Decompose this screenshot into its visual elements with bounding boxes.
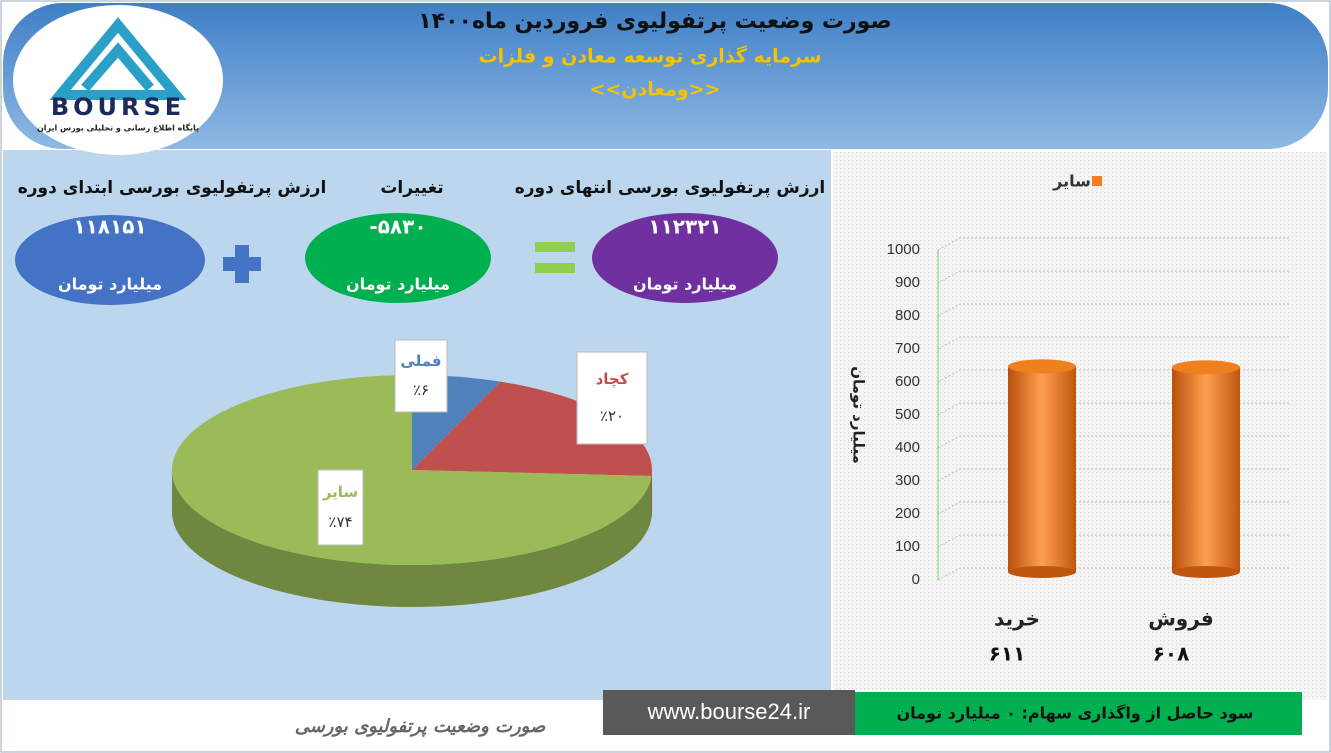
bar-bottom [1008, 566, 1076, 578]
bar [1008, 366, 1076, 572]
pie-label-box [394, 339, 448, 413]
y-tick-label: 1000 [887, 241, 920, 258]
pie-label-box [317, 469, 364, 546]
summary-label: ارزش پرتفولیوی بورسی انتهای دوره [515, 178, 826, 198]
logo-name: BOURSE [51, 93, 185, 121]
legend-swatch [1092, 176, 1102, 186]
summary-value: ۱۱۲۳۲۱ [648, 215, 721, 239]
summary-value: -۵۸۳۰ [369, 215, 426, 239]
title: صورت وضعیت پرتفولیوی فروردین ماه۱۴۰۰ [418, 9, 891, 34]
subtitle: سرمایه گذاری توسعه معادن و فلزات [478, 45, 821, 68]
logo-mark [49, 17, 187, 100]
pie-slice [172, 375, 652, 566]
logo-tagline: پایگاه اطلاع رسانی و تحلیلی بورس ایران [37, 123, 199, 134]
y-tick-label: 500 [895, 406, 920, 423]
plus-sign [223, 245, 261, 283]
y-tick-label: 100 [895, 538, 920, 555]
y-axis-label: میلیارد تومان [850, 366, 868, 464]
summary-unit: میلیارد تومان [633, 275, 737, 294]
bar-value-label: ۶۰۸ [1153, 642, 1190, 666]
summary-label: ارزش پرتفولیوی بورسی ابتدای دوره [18, 178, 327, 198]
y-tick-label: 700 [895, 340, 920, 357]
pie-value-label: ٪۷۴ [328, 513, 352, 531]
pie-label: فملی [400, 352, 441, 370]
summary-unit: میلیارد تومان [58, 275, 162, 294]
right-panel [833, 152, 1327, 700]
pie-label-box [576, 351, 648, 445]
summary-value: ۱۱۸۱۵۱ [73, 215, 146, 239]
summary-bubble [15, 215, 205, 305]
caption: صورت وضعیت پرتفولیوی بورسی [295, 716, 546, 737]
profit: سود حاصل از واگذاری سهام: ۰ میلیارد توما… [896, 704, 1253, 723]
x-tick-label: فروش [1148, 607, 1214, 631]
y-tick-label: 800 [895, 307, 920, 324]
y-tick-label: 300 [895, 472, 920, 489]
bar-top [1172, 360, 1240, 375]
legend-label: سایر [1052, 172, 1091, 191]
summary-label: تغییرات [380, 178, 443, 198]
charts: فملی ٪۶ کچاد ٪۲۰ سایر ٪۷۴ 0 100 200 300 400 500 600 7… [172, 172, 1290, 666]
y-tick-label: 900 [895, 274, 920, 291]
grid-line [937, 336, 1290, 350]
bar-value-label: ۶۱۱ [989, 642, 1026, 666]
summary-bubble [592, 213, 778, 303]
grid-line [937, 237, 1290, 251]
pie-label: کچاد [596, 370, 629, 389]
pie-slice [412, 381, 652, 476]
profit-box [855, 692, 1302, 735]
y-tick-label: 200 [895, 505, 920, 522]
y-tick-label: 0 [912, 571, 920, 588]
pie-label: سایر [322, 483, 358, 501]
summary-bubble [305, 213, 491, 303]
grid-line [937, 303, 1290, 317]
equals-sign [535, 242, 575, 273]
bar [1172, 367, 1240, 572]
website-box [603, 690, 855, 735]
pie-value-label: ٪۶ [413, 381, 429, 399]
bar-top [1008, 359, 1076, 374]
y-tick-label: 400 [895, 439, 920, 456]
y-tick-label: 600 [895, 373, 920, 390]
logo-bg [13, 5, 223, 155]
grid-line [937, 270, 1290, 284]
pie-slice-side [172, 470, 652, 608]
website[interactable]: www.bourse24.ir [647, 699, 811, 724]
bar-bottom [1172, 566, 1240, 578]
summary-unit: میلیارد تومان [346, 275, 450, 294]
x-tick-label: خرید [994, 607, 1040, 631]
symbol: <<ومعادن>> [589, 79, 720, 101]
pie-value-label: ٪۲۰ [600, 407, 624, 425]
header-band [3, 3, 1328, 149]
